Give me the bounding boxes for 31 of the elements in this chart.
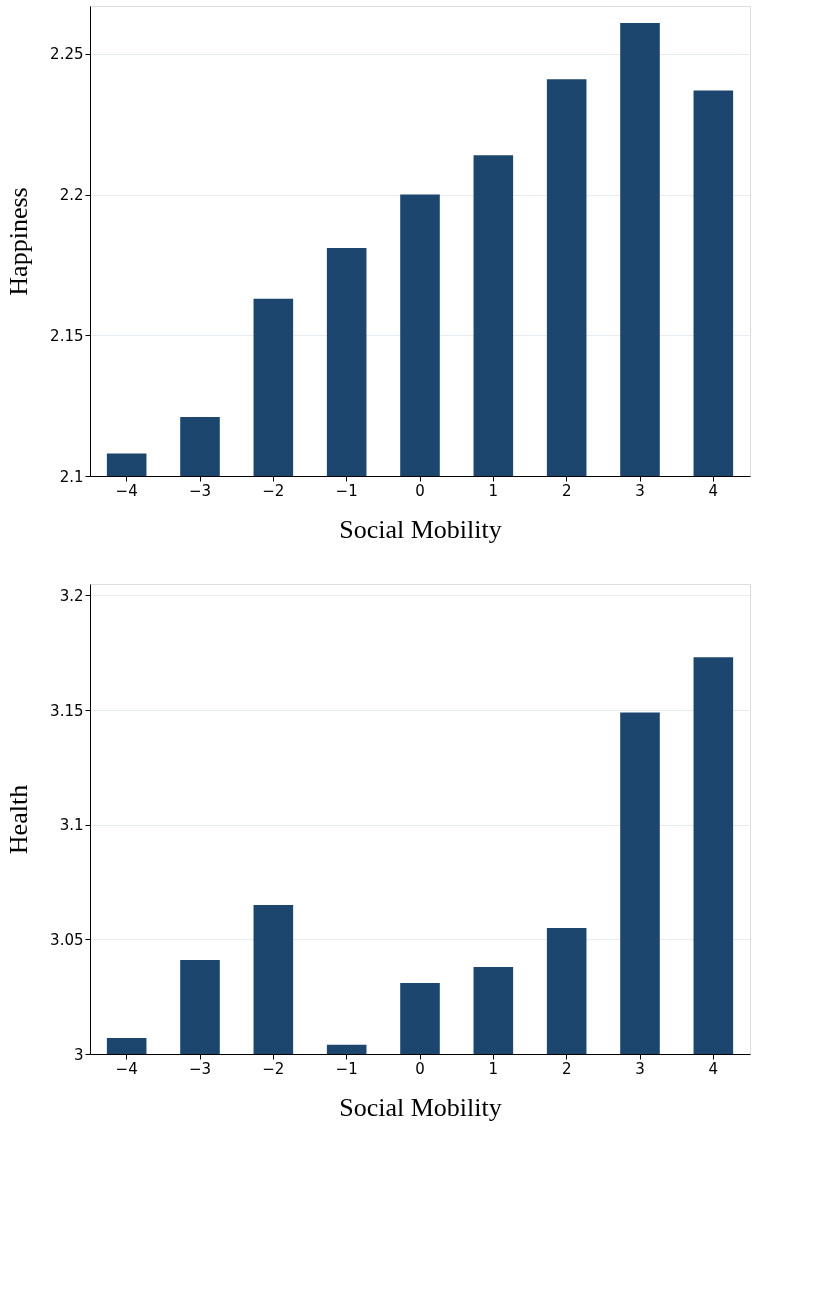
x-tick-label: 2: [561, 1059, 572, 1078]
x-axis-title: Social Mobility: [339, 514, 502, 544]
x-tick-label: 1: [488, 481, 499, 500]
x-tick-label: 4: [708, 481, 719, 500]
y-tick-label: 2.1: [59, 467, 84, 486]
y-tick-label: 3.2: [59, 586, 84, 605]
y-tick-label: 3.1: [59, 816, 84, 835]
x-axis-title: Social Mobility: [339, 1092, 502, 1122]
y-tick-label: 2.15: [50, 326, 84, 345]
x-tick-label: −1: [335, 1059, 358, 1078]
x-tick-label: 0: [415, 1059, 425, 1078]
x-tick-label: 4: [708, 1059, 719, 1078]
x-tick-label: −2: [262, 481, 285, 500]
x-tick-label: −2: [262, 1059, 285, 1078]
x-tick-label: −1: [335, 481, 358, 500]
x-tick-label: 0: [415, 481, 425, 500]
y-tick-label: 3.05: [50, 930, 84, 949]
x-tick-label: −3: [188, 1059, 212, 1078]
y-tick-label: 3.15: [50, 701, 84, 720]
y-tick-label: 2.25: [50, 45, 84, 64]
x-tick-label: 2: [561, 481, 572, 500]
x-tick-label: 1: [488, 1059, 499, 1078]
y-tick-label: 2.2: [59, 186, 84, 205]
y-axis-title: Health: [4, 784, 34, 855]
x-tick-label: 3: [635, 481, 645, 500]
x-tick-label: −4: [115, 1059, 138, 1078]
x-tick-label: −3: [188, 481, 212, 500]
x-tick-label: 3: [635, 1059, 645, 1078]
y-axis-title: Happiness: [4, 187, 34, 296]
x-tick-label: −4: [115, 481, 138, 500]
y-tick-label: 3: [73, 1045, 84, 1064]
